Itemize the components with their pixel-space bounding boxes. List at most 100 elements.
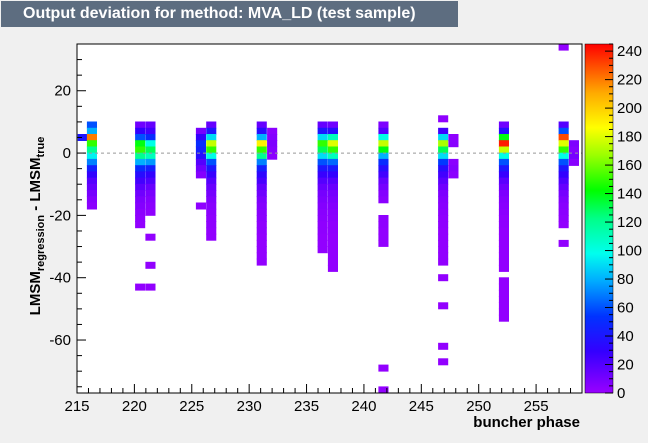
heatmap-cell xyxy=(86,146,97,154)
heatmap-cell xyxy=(498,165,509,173)
heatmap-cell xyxy=(206,215,217,222)
x-tick-label: 225 xyxy=(179,398,204,415)
heatmap-cell xyxy=(145,202,156,210)
heatmap-cell xyxy=(145,196,156,204)
heatmap-cell xyxy=(438,302,449,310)
heatmap-cell xyxy=(317,190,328,198)
x-axis: 215 220 225 230 235 240 245 250 255 xyxy=(64,384,583,415)
heatmap-cell xyxy=(256,221,267,229)
heatmap-cell xyxy=(256,258,267,266)
y-axis-label-main: LMSM xyxy=(27,271,44,315)
heatmap-cell xyxy=(378,146,389,154)
heatmap-cell xyxy=(145,171,156,179)
heatmap-cells xyxy=(77,43,579,394)
heatmap-cell xyxy=(206,158,217,166)
heatmap-cell xyxy=(195,202,206,210)
heatmap-cell xyxy=(195,134,206,141)
heatmap-cell xyxy=(317,165,328,173)
heatmap-cell xyxy=(256,158,267,166)
heatmap-cell xyxy=(206,202,217,210)
heatmap-cell xyxy=(498,258,509,266)
heatmap-cell xyxy=(86,140,97,148)
heatmap-cell xyxy=(498,239,509,247)
heatmap-cell xyxy=(558,127,569,135)
heatmap-cell xyxy=(256,171,267,179)
heatmap-cell xyxy=(498,215,509,222)
heatmap-cell xyxy=(438,258,449,266)
heatmap-cell xyxy=(256,233,267,241)
heatmap-cell xyxy=(438,183,449,191)
heatmap-cell xyxy=(145,134,156,141)
heatmap-cell xyxy=(206,134,217,141)
heatmap-cell xyxy=(498,233,509,241)
heatmap-cell xyxy=(378,215,389,222)
heatmap-cell xyxy=(498,227,509,235)
heatmap-cell xyxy=(558,208,569,216)
heatmap-cell xyxy=(498,277,509,285)
heatmap-cell xyxy=(317,183,328,191)
heatmap-cell xyxy=(327,196,338,204)
heatmap-cell xyxy=(86,171,97,179)
heatmap-cell xyxy=(317,177,328,185)
heatmap-cell xyxy=(378,227,389,235)
heatmap-cell xyxy=(327,183,338,191)
heatmap-cell xyxy=(256,202,267,210)
x-tick-label: 230 xyxy=(237,398,262,415)
heatmap-cell xyxy=(438,239,449,247)
heatmap-cell xyxy=(378,177,389,185)
x-axis-label: buncher phase xyxy=(473,414,580,431)
heatmap-cell xyxy=(327,152,338,160)
heatmap-cell xyxy=(86,152,97,160)
heatmap-cell xyxy=(135,208,146,216)
heatmap-cell xyxy=(558,158,569,166)
heatmap-cell xyxy=(438,246,449,254)
heatmap-cell xyxy=(206,221,217,229)
heatmap-cell xyxy=(438,152,449,160)
heatmap-cell xyxy=(327,165,338,173)
heatmap-cell xyxy=(558,215,569,222)
heatmap-cell xyxy=(206,183,217,191)
heatmap-cell xyxy=(448,134,459,141)
heatmap-cell xyxy=(317,140,328,148)
heatmap-cell xyxy=(145,140,156,148)
heatmap-cell xyxy=(145,233,156,241)
heatmap-cell xyxy=(317,158,328,166)
z-tick-label: 140 xyxy=(617,186,642,203)
heatmap-cell xyxy=(438,140,449,148)
heatmap-cell xyxy=(498,134,509,141)
heatmap-cell xyxy=(438,227,449,235)
heatmap-cell xyxy=(558,196,569,204)
heatmap-cell xyxy=(195,165,206,173)
heatmap-cell xyxy=(438,274,449,282)
heatmap-cell xyxy=(498,283,509,291)
heatmap-cell xyxy=(135,134,146,141)
y-tick-label: -20 xyxy=(49,207,71,224)
heatmap-cell xyxy=(267,152,278,160)
z-tick-label: 0 xyxy=(617,385,625,402)
heatmap-cell xyxy=(327,258,338,266)
y-axis: -60 -40 -20 0 20 xyxy=(49,43,86,388)
z-tick-label: 120 xyxy=(617,214,642,231)
heatmap-cell xyxy=(206,171,217,179)
heatmap-cell xyxy=(327,215,338,222)
heatmap-cell xyxy=(135,283,146,291)
heatmap-cell xyxy=(498,146,509,154)
heatmap-cell xyxy=(438,202,449,210)
x-tick-label: 245 xyxy=(409,398,434,415)
heatmap-cell xyxy=(317,215,328,222)
heatmap-cell xyxy=(558,177,569,185)
heatmap-cell xyxy=(438,252,449,260)
heatmap-cell xyxy=(256,121,267,129)
heatmap-cell xyxy=(327,233,338,241)
heatmap-cell xyxy=(86,202,97,210)
heatmap-cell xyxy=(256,239,267,247)
heatmap-cell xyxy=(327,158,338,166)
heatmap-cell xyxy=(256,215,267,222)
heatmap-cell xyxy=(378,152,389,160)
heatmap-cell xyxy=(206,233,217,241)
heatmap-cell xyxy=(438,196,449,204)
heatmap-cell xyxy=(327,177,338,185)
heatmap-cell xyxy=(448,158,459,166)
heatmap-cell xyxy=(317,121,328,129)
